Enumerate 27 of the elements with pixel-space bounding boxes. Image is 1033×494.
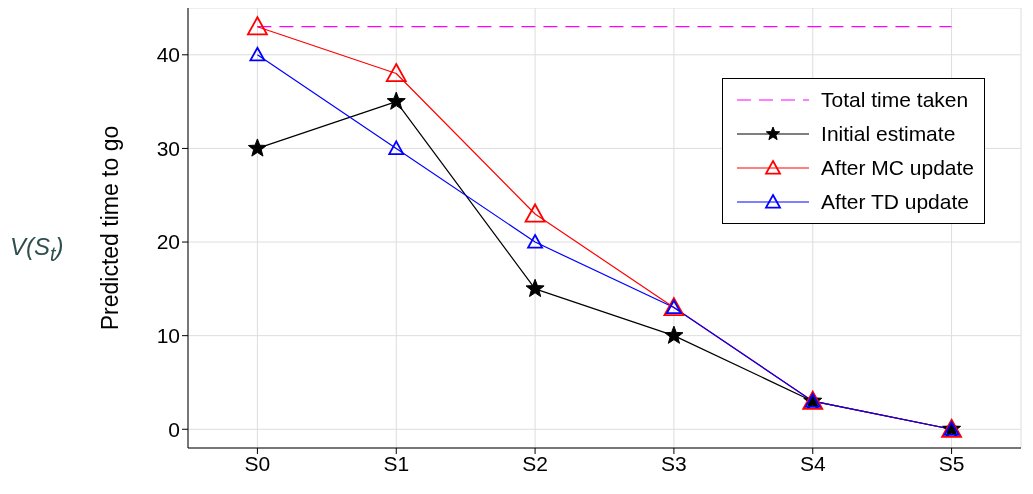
point [247, 138, 267, 157]
y-tick-label: 20 [156, 230, 180, 254]
point [664, 325, 684, 344]
x-tick-label: S5 [938, 451, 965, 475]
point [527, 234, 543, 249]
y-tick-label: 30 [156, 136, 180, 160]
x-tick-label: S3 [661, 451, 687, 475]
point [388, 140, 405, 155]
y-tick-label: 40 [156, 43, 180, 67]
point [524, 203, 546, 223]
legend-label: After TD update [821, 190, 969, 214]
x-tick-label: S2 [522, 451, 548, 475]
y-tick-label: 0 [168, 417, 180, 441]
point [385, 63, 407, 83]
x-tick-label: S1 [383, 451, 410, 475]
point [249, 46, 266, 62]
y-axis-title: Predicted time to go [97, 125, 124, 331]
y-tick-label: 10 [156, 324, 180, 348]
text: V(S$_{t}$) [10, 233, 64, 265]
legend-label: After MC update [821, 156, 974, 180]
legend-label: Total time taken [821, 88, 969, 112]
x-tick-label: S4 [799, 451, 826, 475]
point [525, 278, 545, 298]
legend-label: Initial estimate [821, 122, 956, 146]
point [386, 91, 406, 110]
x-tick-label: S0 [244, 451, 271, 475]
point [247, 16, 268, 36]
